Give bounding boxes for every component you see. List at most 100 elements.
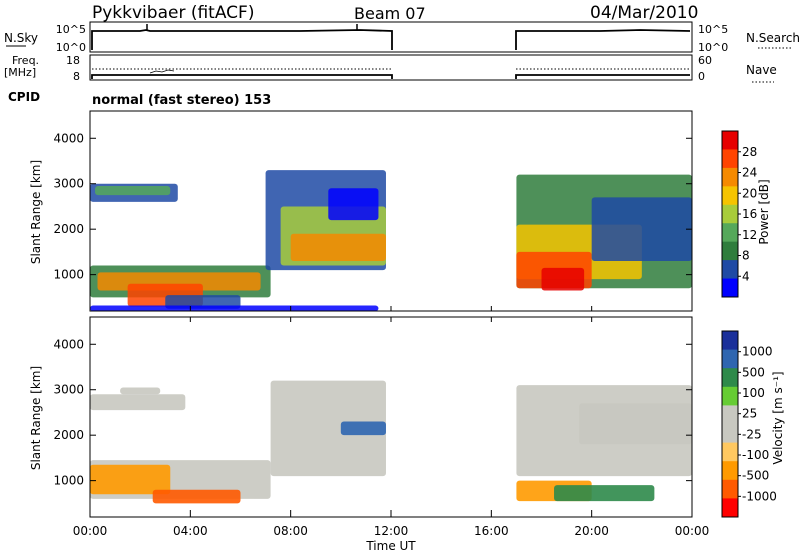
program-label: normal (fast stereo) 153	[92, 93, 271, 108]
nsky-tick-low: 10^0	[56, 41, 86, 54]
freq-unit-label: [MHz]	[4, 66, 36, 79]
power-colorbar-tick-label: 12	[742, 228, 757, 242]
xtick-label: 00:00	[675, 524, 710, 538]
velocity-colorbar-tick-label: -100	[742, 448, 769, 462]
power-colorbar-segment	[722, 241, 738, 261]
freq-tick-high: 18	[66, 54, 80, 67]
nsky-tick-high: 10^5	[56, 23, 86, 36]
velocity-colorbar-segment	[722, 498, 738, 518]
freq-trace-1	[91, 74, 393, 79]
velocity-colorbar-tick-label: 25	[742, 407, 757, 421]
velocity-colorbar-segment	[722, 424, 738, 444]
power-colorbar-tick-label: 24	[742, 166, 757, 180]
power-ytick-label: 3000	[53, 177, 84, 191]
velocity-colorbar: 1000 500 100 25 -25 -100 -500 -1000	[721, 330, 777, 518]
beam-label: Beam 07	[354, 4, 426, 23]
power-echo-region	[165, 295, 241, 309]
velocity-colorbar-tick-label: -25	[742, 427, 762, 441]
power-colorbar-tick-label: 4	[742, 269, 750, 283]
freq-tick-low: 8	[73, 70, 80, 83]
velocity-ytick-label: 2000	[53, 428, 84, 442]
power-colorbar-segment	[722, 278, 738, 298]
xtick-label: 04:00	[173, 524, 208, 538]
velocity-echo-region	[340, 421, 386, 436]
xtick-label: 12:00	[374, 524, 409, 538]
nsearch-label: N.Search	[746, 31, 800, 45]
velocity-colorbar-segment	[722, 405, 738, 425]
velocity-echo-region	[152, 489, 241, 504]
velocity-colorbar-tick-label: 100	[742, 386, 765, 400]
power-ytick-label: 2000	[53, 222, 84, 236]
power-ytick-label: 1000	[53, 268, 84, 282]
power-colorbar-segment	[722, 131, 738, 150]
velocity-echo-region	[90, 394, 186, 411]
nave-label: Nave	[746, 63, 777, 77]
xaxis-title: Time UT	[365, 539, 416, 553]
velocity-panel: 1000 2000 3000 4000 Slant Range [km] 1000 50…	[29, 316, 785, 518]
velocity-y-axis: 1000 2000 3000 4000	[53, 337, 692, 488]
velocity-echo-region	[554, 485, 655, 502]
velocity-colorbar-segment	[722, 461, 738, 481]
nave-tick-low: 0	[698, 70, 705, 83]
power-echo-region	[95, 186, 171, 196]
power-colorbar-segment	[722, 223, 738, 243]
nave-tick-high: 60	[698, 54, 712, 67]
power-colorbar-tick-label: 8	[742, 249, 750, 263]
power-y-axis: 1000 2000 3000 4000	[53, 131, 692, 282]
xtick-label: 08:00	[273, 524, 308, 538]
nave-blip	[149, 69, 175, 74]
station-title: Pykkvibaer (fitACF)	[92, 3, 254, 23]
power-colorbar-segment	[722, 260, 738, 280]
power-colorbar-tick-label: 16	[742, 207, 757, 221]
velocity-colorbar-segment	[722, 368, 738, 388]
power-colorbar-segment	[722, 186, 738, 206]
power-echo-region	[591, 197, 692, 261]
velocity-echo-region	[90, 464, 171, 495]
power-colorbar-segment	[722, 204, 738, 224]
date-label: 04/Mar/2010	[590, 3, 698, 23]
nsearch-tick-high: 10^5	[698, 23, 728, 36]
velocity-colorbar-segment	[722, 386, 738, 406]
freq-panel: Freq. [MHz] 18 8 60 0 Nave	[4, 54, 777, 83]
velocity-colorbar-segment	[722, 479, 738, 499]
xtick-label: 16:00	[474, 524, 509, 538]
velocity-ytick-label: 1000	[53, 474, 84, 488]
nsky-label: N.Sky	[4, 31, 38, 45]
power-echo-region	[290, 233, 386, 261]
xtick-label: 00:00	[73, 524, 108, 538]
velocity-colorbar-segment	[722, 442, 738, 462]
velocity-echo-region	[270, 380, 386, 477]
velocity-echo-regions	[90, 380, 692, 504]
noise-panel: N.Sky 10^5 10^0 10^5 10^0 N.Search	[4, 21, 800, 54]
freq-label: Freq.	[12, 54, 39, 67]
power-ylabel: Slant Range [km]	[29, 160, 43, 264]
velocity-colorbar-tick-label: 500	[742, 365, 765, 379]
cpid-label: CPID	[8, 90, 40, 104]
velocity-colorbar-tick-label: -500	[742, 469, 769, 483]
velocity-echo-region	[579, 403, 692, 445]
power-colorbar-label: Power [dB]	[757, 179, 771, 244]
freq-trace-2	[515, 74, 690, 79]
velocity-echo-region	[120, 387, 161, 395]
velocity-ytick-label: 4000	[53, 337, 84, 351]
velocity-colorbar-segment	[722, 331, 738, 351]
power-colorbar-tick-label: 20	[742, 186, 757, 200]
power-colorbar: 4 8 12 16 20 24 28	[721, 130, 757, 298]
velocity-colorbar-segment	[722, 349, 738, 369]
xtick-label: 20:00	[574, 524, 609, 538]
power-echo-region	[328, 188, 379, 221]
velocity-colorbar-tick-label: -1000	[742, 489, 777, 503]
velocity-ylabel: Slant Range [km]	[29, 366, 43, 470]
time-x-axis: 00:00 04:00 08:00 12:00 16:00 20:00 00:00	[73, 306, 710, 538]
velocity-colorbar-label: Velocity [m s⁻¹]	[771, 371, 785, 464]
nsky-trace-1	[91, 29, 393, 50]
power-echo-regions	[90, 170, 692, 311]
power-echo-region	[90, 305, 379, 311]
nsearch-tick-low: 10^0	[698, 41, 728, 54]
power-echo-region	[541, 267, 585, 291]
power-colorbar-tick-label: 28	[742, 145, 757, 159]
velocity-colorbar-tick-label: 1000	[742, 345, 773, 359]
power-colorbar-segment	[722, 149, 738, 169]
velocity-ytick-label: 3000	[53, 383, 84, 397]
